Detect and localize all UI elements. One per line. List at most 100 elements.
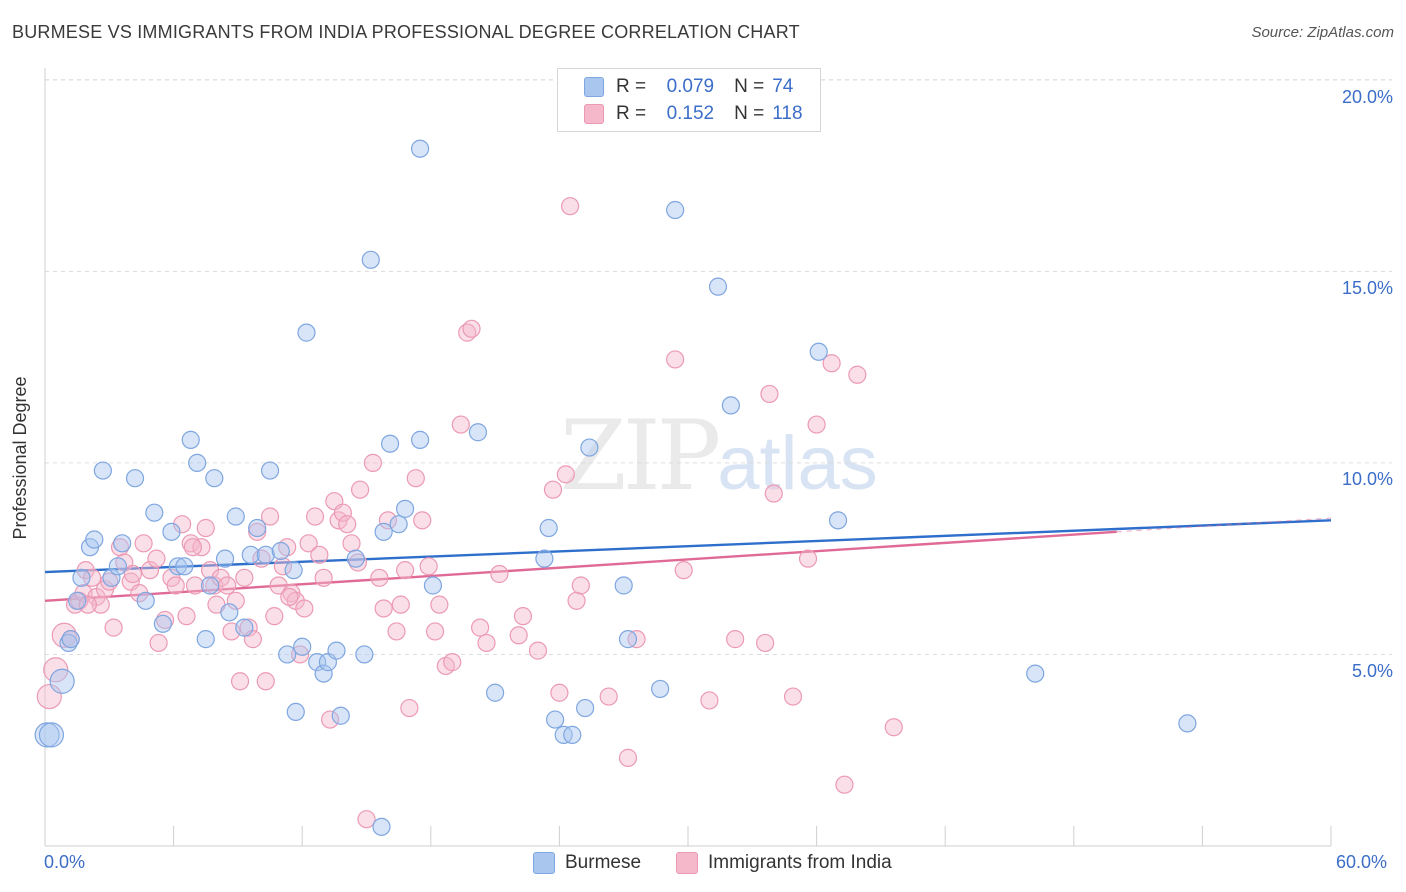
- burmese-point: [102, 568, 121, 587]
- india-point: [78, 595, 97, 614]
- legend-r-label: R =: [616, 76, 647, 97]
- india-point: [395, 561, 415, 580]
- india-point: [374, 599, 393, 618]
- india-point: [756, 633, 775, 653]
- burmese-point: [153, 614, 172, 633]
- india-point: [104, 618, 123, 637]
- india-point: [333, 503, 353, 522]
- india-point: [470, 618, 490, 637]
- burmese-point: [220, 603, 239, 622]
- burmese-point: [576, 698, 595, 718]
- burmese-point: [410, 430, 430, 449]
- burmese-point: [614, 576, 633, 595]
- burmese-point: [271, 541, 290, 561]
- burmese-point: [168, 557, 187, 576]
- burmese-point: [651, 679, 670, 699]
- india-point: [295, 599, 314, 618]
- burmese-point: [278, 645, 297, 664]
- india-point: [305, 507, 325, 526]
- burmese-point: [410, 139, 430, 158]
- india-point: [451, 415, 470, 434]
- india-point: [760, 384, 779, 404]
- burmese-point: [145, 503, 164, 522]
- india-point: [260, 507, 280, 526]
- india-point: [239, 618, 258, 637]
- india-point: [342, 534, 361, 553]
- burmese-point: [580, 438, 599, 457]
- watermark-atlas: atlas: [717, 421, 878, 506]
- burmese-point: [226, 507, 245, 526]
- burmese-point: [196, 630, 215, 649]
- india-point: [666, 350, 685, 369]
- legend-r-label: R =: [616, 103, 647, 124]
- burmese-point: [205, 469, 224, 488]
- india-point: [387, 622, 406, 641]
- india-point: [443, 653, 462, 672]
- india-point: [822, 354, 841, 373]
- burmese-point: [108, 557, 127, 576]
- legend-n-value: 118: [772, 103, 803, 124]
- trend-lines: [44, 517, 1332, 603]
- india-point: [273, 557, 293, 576]
- burmese-point: [666, 200, 685, 220]
- burmese-point: [85, 530, 104, 549]
- burmese-point: [395, 499, 415, 518]
- burmese-points: [34, 139, 1197, 836]
- burmese-point: [346, 549, 365, 568]
- india-point: [798, 549, 818, 568]
- burmese-point: [293, 637, 312, 656]
- burmese-point: [125, 469, 145, 488]
- india-point: [618, 748, 638, 767]
- burmese-point: [1026, 664, 1045, 683]
- burmese-point: [136, 591, 155, 610]
- y-tick-label-20: 20.0%: [1341, 87, 1393, 107]
- legend-r-value: 0.079: [666, 76, 715, 97]
- burmese-point: [260, 461, 280, 480]
- burmese-point: [828, 511, 848, 530]
- burmese-point: [721, 396, 740, 415]
- india-point: [363, 453, 383, 472]
- burmese-trend-line: [44, 519, 1332, 574]
- india-point: [280, 587, 299, 607]
- burmese-point: [113, 534, 132, 553]
- burmese-point: [539, 518, 558, 538]
- legend-item-india[interactable]: Immigrants from India: [676, 852, 892, 874]
- legend-row-burmese: R = 0.079 N = 74: [584, 74, 793, 100]
- burmese-point: [361, 250, 380, 269]
- burmese-point: [38, 722, 65, 748]
- india-swatch: [584, 104, 604, 124]
- india-point: [674, 561, 693, 580]
- india-legend-label: Immigrants from India: [708, 852, 892, 873]
- burmese-point: [380, 434, 400, 453]
- burmese-point: [308, 653, 327, 672]
- burmese-point: [374, 522, 393, 541]
- india-point: [357, 810, 376, 829]
- india-points: [36, 197, 903, 829]
- y-axis-label: Professional Degree: [10, 376, 30, 540]
- india-point: [43, 657, 69, 683]
- burmese-point: [215, 549, 235, 568]
- india-point: [513, 607, 533, 626]
- india-point: [550, 683, 569, 702]
- india-point: [177, 607, 196, 626]
- india-point: [149, 633, 168, 653]
- india-point: [134, 534, 153, 553]
- legend-item-burmese[interactable]: Burmese: [533, 852, 641, 874]
- legend-n-value: 74: [772, 76, 794, 97]
- india-point: [807, 415, 826, 434]
- india-point: [185, 576, 205, 595]
- india-point: [370, 568, 389, 587]
- india-point: [419, 557, 438, 576]
- india-point: [462, 319, 481, 338]
- burmese-point: [49, 668, 75, 694]
- burmese-point: [708, 277, 728, 296]
- burmese-point: [61, 630, 80, 649]
- x-tick-label-max: 60.0%: [1336, 852, 1388, 872]
- burmese-point: [618, 630, 638, 649]
- india-point: [556, 465, 575, 484]
- burmese-point: [327, 641, 346, 660]
- india-point: [256, 672, 275, 691]
- burmese-point: [563, 725, 582, 744]
- y-tick-label-10: 10.0%: [1341, 469, 1393, 489]
